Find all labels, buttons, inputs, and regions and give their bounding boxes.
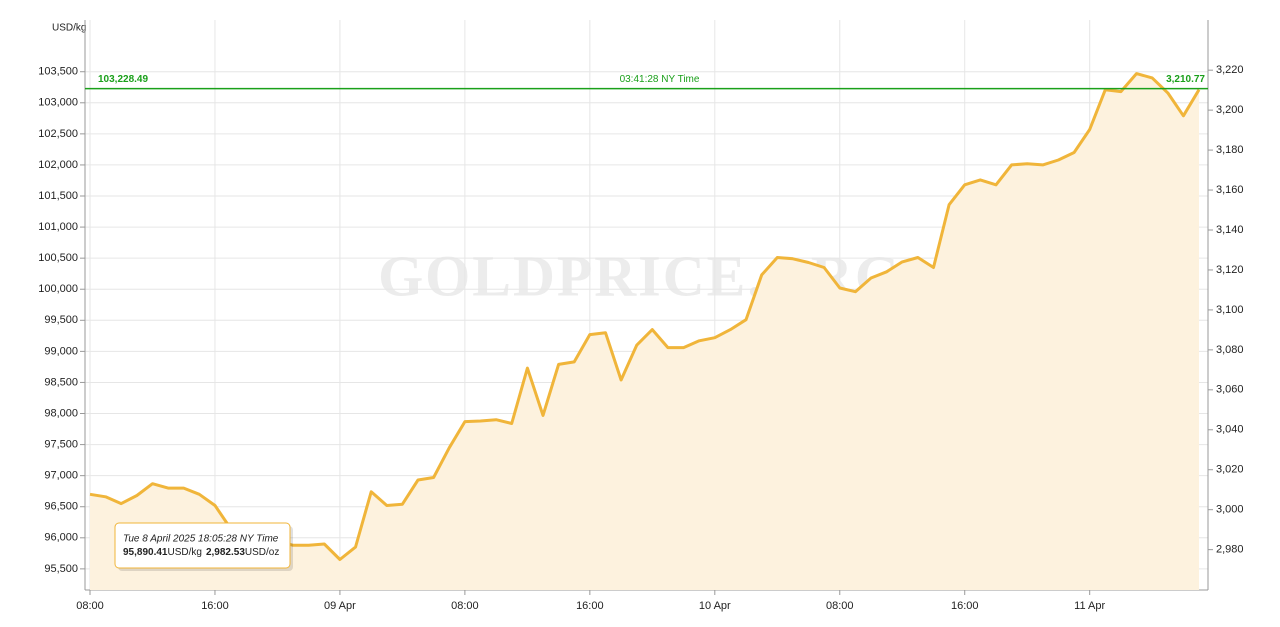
y-tick-label: 101,000 <box>38 221 78 233</box>
y2-tick-label: 3,000 <box>1216 504 1244 516</box>
y-tick-label: 96,000 <box>44 532 78 544</box>
reference-label: 103,228.49 <box>98 74 148 85</box>
x-tick-label: 16:00 <box>576 600 604 612</box>
y-tick-label: 99,000 <box>44 345 78 357</box>
y2-tick-label: 3,160 <box>1216 184 1244 196</box>
x-tick-label: 11 Apr <box>1074 600 1105 612</box>
x-tick-label: 16:00 <box>951 600 979 612</box>
y2-tick-label: 3,080 <box>1216 344 1244 356</box>
y-tick-label: 96,500 <box>44 501 78 513</box>
x-tick-label: 10 Apr <box>699 600 731 612</box>
reference-label-2: 3,210.77 <box>1166 74 1205 85</box>
y-tick-label: 100,000 <box>38 283 78 295</box>
tooltip-value-2: 2,982.53 <box>206 547 245 558</box>
tooltip-box <box>114 522 291 569</box>
tooltip-value: 95,890.41 <box>123 547 168 558</box>
x-tick-label: 08:00 <box>76 600 104 612</box>
y-tick-label: 100,500 <box>38 252 78 264</box>
reference-time: 03:41:28 NY Time <box>620 74 700 85</box>
y2-tick-label: 3,220 <box>1216 64 1244 76</box>
y-axis-label: USD/kg <box>52 23 86 34</box>
x-tick-label: 09 Apr <box>324 600 356 612</box>
y-tick-label: 97,000 <box>44 470 78 482</box>
y2-tick-label: 3,100 <box>1216 304 1244 316</box>
tooltip-unit-2: USD/oz <box>245 547 279 558</box>
y-tick-label: 103,000 <box>38 97 78 109</box>
y-tick-label: 99,500 <box>44 314 78 326</box>
y-tick-label: 98,500 <box>44 376 78 388</box>
y2-tick-label: 3,040 <box>1216 424 1244 436</box>
tooltip: Tue 8 April 2025 18:05:28 NY Time 95,890.… <box>114 522 293 571</box>
x-tick-label: 16:00 <box>201 600 229 612</box>
area <box>90 73 1200 591</box>
y-tick-label: 95,500 <box>44 563 78 575</box>
y2-tick-label: 2,980 <box>1216 544 1244 556</box>
x-tick-label: 08:00 <box>826 600 854 612</box>
y2-tick-label: 3,180 <box>1216 144 1244 156</box>
x-tick-label: 08:00 <box>451 600 479 612</box>
y2-tick-label: 3,060 <box>1216 384 1244 396</box>
y2-tick-label: 3,140 <box>1216 224 1244 236</box>
y-tick-label: 103,500 <box>38 66 78 78</box>
y-tick-label: 97,500 <box>44 438 78 450</box>
tooltip-unit: USD/kg <box>168 547 202 558</box>
y-tick-label: 102,000 <box>38 159 78 171</box>
y2-tick-label: 3,200 <box>1216 104 1244 116</box>
y-tick-label: 102,500 <box>38 128 78 140</box>
y-tick-label: 101,500 <box>38 190 78 202</box>
y2-tick-label: 3,020 <box>1216 464 1244 476</box>
y-tick-label: 98,000 <box>44 407 78 419</box>
tooltip-time: Tue 8 April 2025 18:05:28 NY Time <box>123 534 279 545</box>
y2-tick-label: 3,120 <box>1216 264 1244 276</box>
tooltip-values: 95,890.41USD/kg 2,982.53USD/oz <box>123 547 279 558</box>
